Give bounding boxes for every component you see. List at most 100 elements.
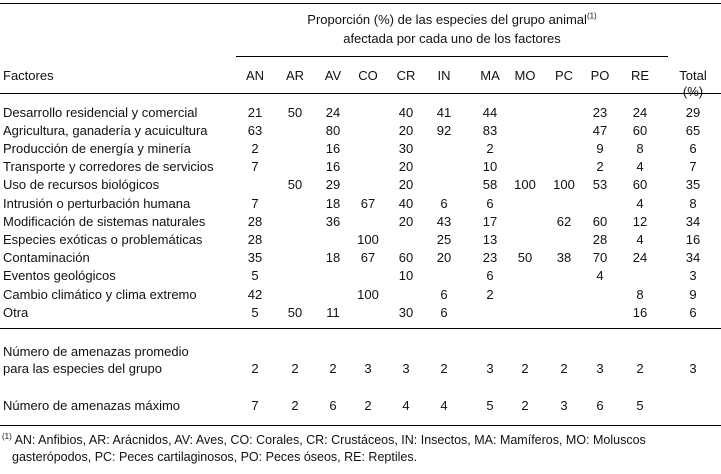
row-label: Transporte y corredores de servicios (3, 159, 214, 174)
table-cell: 5 (251, 305, 259, 320)
avg-threats-cell: 2 (636, 361, 644, 376)
table-cell: 70 (592, 250, 608, 265)
column-header-cr: CR (396, 68, 416, 83)
table-cell: 92 (436, 123, 452, 138)
row-label: Cambio climático y clima extremo (3, 287, 197, 302)
avg-threats-label-line-2: para las especies del grupo (3, 361, 162, 376)
table-cell: 24 (632, 250, 648, 265)
table-cell: 30 (398, 141, 414, 156)
column-header-av: AV (324, 68, 342, 83)
avg-threats-cell: 2 (251, 361, 259, 376)
avg-threats-label-line-1: Número de amenazas promedio (3, 344, 189, 359)
table-cell: 2 (486, 287, 494, 302)
footnote-line-1: (1) AN: Anfibios, AR: Arácnidos, AV: Ave… (2, 431, 646, 447)
row-label: Agricultura, ganadería y acuicultura (3, 123, 208, 138)
table-cell: 16 (325, 159, 341, 174)
table-cell: 100 (357, 232, 379, 247)
table-cell: 13 (482, 232, 498, 247)
table-cell: 34 (685, 214, 701, 229)
table-cell: 23 (482, 250, 498, 265)
table-cell: 100 (357, 287, 379, 302)
avg-threats-cell: 3 (364, 361, 372, 376)
title-line-1: Proporción (%) de las especies del grupo… (307, 11, 597, 27)
table-cell: 16 (325, 141, 341, 156)
table-cell: 25 (436, 232, 452, 247)
max-threats-cell: 3 (560, 398, 568, 413)
table-cell: 40 (398, 105, 414, 120)
table-cell: 36 (325, 214, 341, 229)
avg-threats-cell: 2 (291, 361, 299, 376)
row-header-label: Factores (3, 68, 54, 83)
table-cell: 35 (685, 177, 701, 192)
table-cell: 11 (326, 305, 340, 320)
column-header-po: PO (590, 68, 610, 83)
table-cell: 44 (482, 105, 498, 120)
footnote-marker: (1) (2, 431, 12, 441)
column-header-re: RE (630, 68, 650, 83)
column-header-mo: MO (514, 68, 536, 83)
table-cell: 67 (360, 196, 376, 211)
max-threats-cell: 6 (329, 398, 337, 413)
table-cell: 18 (325, 250, 341, 265)
table-cell: 17 (482, 214, 498, 229)
row-label: Modificación de sistemas naturales (3, 214, 206, 229)
table-cell: 20 (398, 123, 414, 138)
footnote-line-2: gasterópodos, PC: Peces cartilaginosos, … (12, 450, 418, 464)
row-label: Especies exóticas o problemáticas (3, 232, 203, 247)
table-cell: 8 (689, 196, 697, 211)
table-cell: 50 (287, 177, 303, 192)
table-cell: 80 (325, 123, 341, 138)
table-cell: 47 (592, 123, 608, 138)
table-cell: 21 (247, 105, 263, 120)
table-cell: 20 (398, 214, 414, 229)
body-bottom-rule (0, 328, 721, 329)
table-cell: 60 (592, 214, 608, 229)
table-cell: 20 (436, 250, 452, 265)
table-cell: 50 (287, 305, 303, 320)
table-cell: 42 (247, 287, 263, 302)
table-cell: 100 (514, 177, 536, 192)
avg-threats-cell: 3 (689, 361, 697, 376)
table-cell: 34 (685, 250, 701, 265)
table-cell: 7 (689, 159, 697, 174)
table-cell: 40 (398, 196, 414, 211)
column-header-total: Total (%) (679, 68, 707, 99)
row-label: Intrusión o perturbación humana (3, 196, 191, 211)
table-cell: 38 (556, 250, 572, 265)
table-cell: 9 (689, 287, 697, 302)
table-cell: 4 (596, 268, 604, 283)
table-cell: 29 (325, 177, 341, 192)
table-cell: 6 (440, 305, 448, 320)
avg-threats-cell: 2 (521, 361, 529, 376)
row-label: Contaminación (3, 250, 90, 265)
column-header-co: CO (358, 68, 378, 83)
table-cell: 58 (482, 177, 498, 192)
table-top-rule (0, 3, 721, 4)
max-threats-cell: 4 (440, 398, 448, 413)
table-cell: 4 (636, 159, 644, 174)
table-cell: 20 (398, 177, 414, 192)
table-cell: 63 (247, 123, 263, 138)
column-header-pc: PC (554, 68, 574, 83)
max-threats-label: Número de amenazas máximo (3, 398, 181, 413)
table-cell: 6 (440, 287, 448, 302)
table-cell: 20 (398, 159, 414, 174)
table-cell: 67 (360, 250, 376, 265)
table-cell: 2 (486, 141, 494, 156)
max-threats-cell: 2 (291, 398, 299, 413)
table-cell: 60 (632, 123, 648, 138)
footnote: (1) AN: Anfibios, AR: Arácnidos, AV: Ave… (2, 432, 718, 466)
table-cell: 3 (689, 268, 697, 283)
row-label: Producción de energía y minería (3, 141, 191, 156)
avg-threats-cell: 3 (596, 361, 604, 376)
header-bottom-rule (0, 93, 721, 94)
table-cell: 62 (556, 214, 572, 229)
table-cell: 100 (553, 177, 575, 192)
max-threats-cell: 2 (364, 398, 372, 413)
table-cell: 24 (325, 105, 341, 120)
max-threats-cell: 5 (636, 398, 644, 413)
table-cell: 4 (636, 196, 644, 211)
avg-threats-cell: 2 (560, 361, 568, 376)
table-cell: 16 (685, 232, 701, 247)
table-cell: 2 (596, 159, 604, 174)
